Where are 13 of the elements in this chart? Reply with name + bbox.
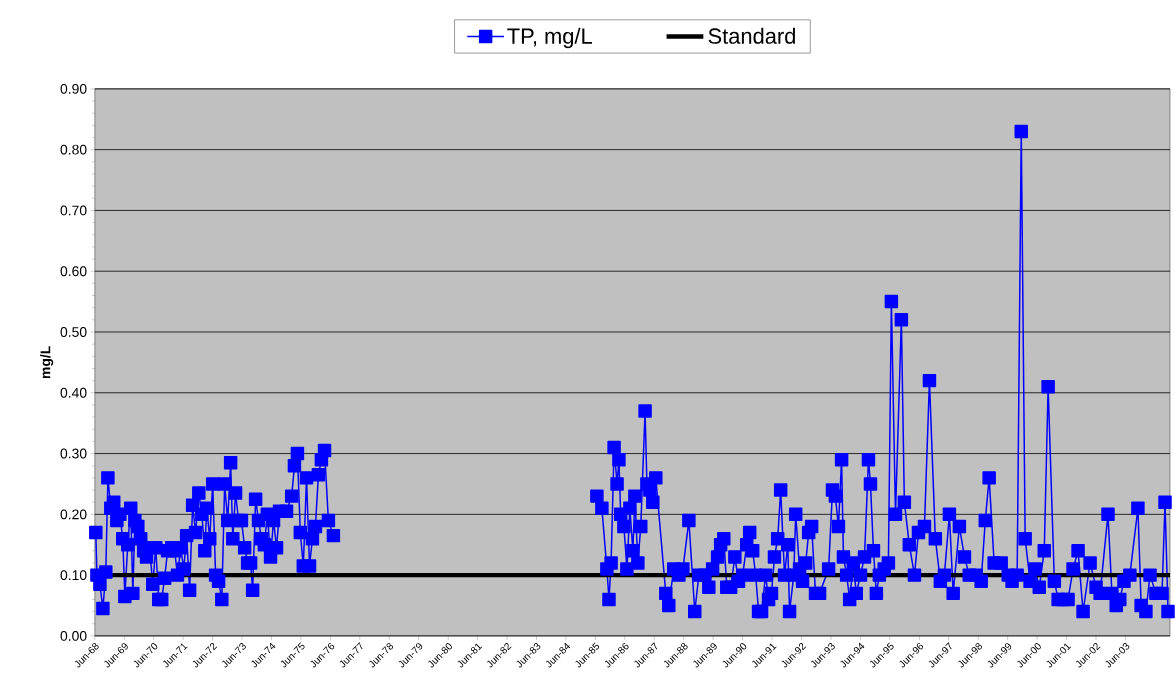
y-tick-label: 0.40	[60, 387, 87, 398]
y-tick-label: 0.80	[60, 144, 87, 155]
legend-label: TP, mg/L	[507, 27, 592, 49]
y-tick-label: 0.20	[60, 509, 87, 520]
y-tick-label: 0.00	[60, 631, 87, 641]
y-tick-label: 0.60	[60, 266, 87, 277]
y-tick-label: 0.30	[60, 448, 87, 459]
y-axis-title: mg/L	[40, 346, 54, 379]
y-tick-label: 0.10	[60, 570, 87, 581]
y-tick-label: 0.50	[60, 327, 87, 338]
legend-label: Standard	[708, 27, 795, 44]
y-tick-label: 0.70	[60, 205, 87, 216]
y-tick-label: 0.90	[60, 84, 87, 94]
